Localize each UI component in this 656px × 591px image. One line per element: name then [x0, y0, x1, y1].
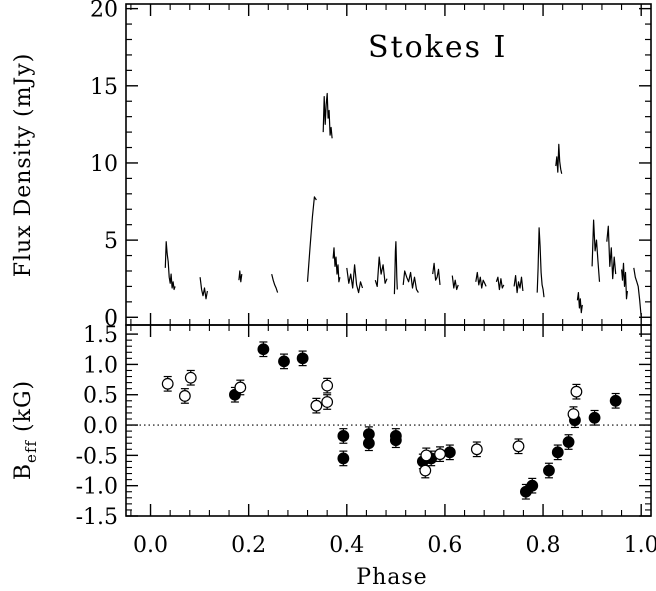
flux-curve-segment — [576, 292, 583, 314]
flux-curve-segment — [238, 270, 243, 283]
beff-point-filled — [278, 355, 290, 368]
beff-y-tick-label: -1.0 — [76, 475, 118, 500]
beff-point-open — [419, 464, 432, 477]
flux-y-tick-label: 20 — [90, 0, 118, 23]
flux-y-ticks: 0 5 10 15 20 — [90, 0, 651, 331]
beff-point-open — [420, 449, 433, 462]
beff-y-ticks: -1.5 -1.0 -0.5 0.0 0.5 1.0 1.5 — [76, 323, 651, 530]
beff-y-axis-unit-spacer — [11, 432, 36, 440]
beff-point-open — [321, 379, 334, 392]
beff-point-filled — [296, 352, 309, 365]
flux-y-tick-label: 0 — [104, 306, 118, 331]
beff-point-open — [234, 381, 247, 394]
beff-y-tick-label: 1.5 — [83, 323, 118, 348]
beff-point-open — [321, 396, 334, 408]
beff-y-axis-symbol: B — [11, 463, 36, 480]
x-tick-label: 1.0 — [624, 533, 656, 558]
x-axis-title: Phase — [356, 565, 427, 590]
beff-point-open — [470, 443, 483, 456]
flux-curve-segment — [495, 276, 505, 291]
flux-curve-segment — [451, 275, 459, 291]
beff-point-open — [570, 385, 583, 398]
flux-curve-segment — [402, 270, 419, 293]
beff-point-open — [161, 377, 174, 390]
beff-point-filled — [562, 436, 575, 448]
x-tick-label: 0.4 — [329, 533, 364, 558]
flux-curve-segment — [346, 264, 364, 294]
beff-point-filled — [443, 446, 456, 459]
flux-curve-segment — [621, 262, 628, 300]
x-tick-label: 0.8 — [526, 533, 561, 558]
flux-curve-segment — [591, 219, 601, 282]
beff-point-filled — [551, 446, 564, 459]
beff-point-filled — [337, 452, 350, 465]
beff-y-axis-unit: (kG) — [11, 380, 36, 432]
flux-curve-segment — [475, 271, 487, 289]
flux-curve-segment — [555, 143, 563, 174]
beff-point-filled — [337, 430, 350, 442]
flux-y-tick-label: 5 — [104, 229, 118, 254]
beff-y-tick-label: -1.5 — [76, 505, 118, 530]
flux-curve-segment — [393, 241, 398, 295]
x-tick-label: 0.2 — [231, 533, 266, 558]
beff-point-filled — [362, 437, 375, 450]
flux-curve-segment — [322, 92, 333, 139]
flux-curve-segment — [199, 277, 208, 300]
beff-point-open — [434, 448, 446, 461]
beff-y-tick-label: 0.5 — [83, 384, 118, 409]
flux-curve-segment — [271, 273, 279, 293]
flux-curve-segment — [306, 196, 317, 282]
beff-point-open — [184, 371, 197, 384]
beff-x-ticks: 0.0 0.2 0.4 0.6 0.8 1.0 — [130, 325, 656, 558]
flux-curve-segment — [606, 225, 617, 280]
beff-points — [161, 341, 622, 500]
beff-point-filled — [257, 343, 270, 356]
flux-y-tick-label: 10 — [90, 152, 118, 177]
beff-point-open — [512, 440, 525, 453]
beff-point-filled — [609, 394, 622, 407]
x-tick-label: 0.0 — [133, 533, 168, 558]
beff-panel: -1.5 -1.0 -0.5 0.0 0.5 1.0 1.5 0.0 0.2 0.4 0.6 0.8… — [11, 323, 656, 590]
beff-panel-frame — [125, 324, 652, 517]
flux-y-axis-title: Flux Density (mJy) — [11, 53, 36, 278]
flux-x-ticks — [130, 4, 642, 325]
flux-curves — [164, 92, 642, 318]
beff-point-filled — [389, 434, 402, 447]
flux-curve-segment — [633, 267, 642, 318]
beff-point-open — [310, 399, 323, 412]
flux-curve-segment — [513, 275, 524, 294]
beff-y-axis-title: Beff (kG) — [11, 380, 40, 480]
flux-curve-segment — [432, 262, 441, 285]
beff-y-tick-label: 0.0 — [83, 414, 118, 439]
flux-y-tick-label: 15 — [90, 75, 118, 100]
beff-point-open — [567, 408, 580, 421]
flux-curve-segment — [374, 256, 388, 287]
flux-curve-segment — [332, 247, 341, 283]
beff-y-tick-label: -0.5 — [76, 444, 118, 469]
flux-curve-segment — [536, 227, 545, 298]
flux-curve-segment — [164, 241, 176, 291]
beff-y-axis-subscript: eff — [22, 440, 40, 463]
flux-panel: 0 5 10 15 20 Stokes I Flux Density (mJy) — [11, 0, 652, 331]
beff-point-filled — [526, 479, 539, 492]
beff-y-tick-label: 1.0 — [83, 353, 118, 378]
x-tick-label: 0.6 — [427, 533, 462, 558]
beff-point-filled — [588, 411, 601, 424]
beff-point-open — [178, 390, 191, 402]
stokes-annotation: Stokes I — [368, 30, 507, 65]
beff-point-filled — [543, 464, 555, 477]
